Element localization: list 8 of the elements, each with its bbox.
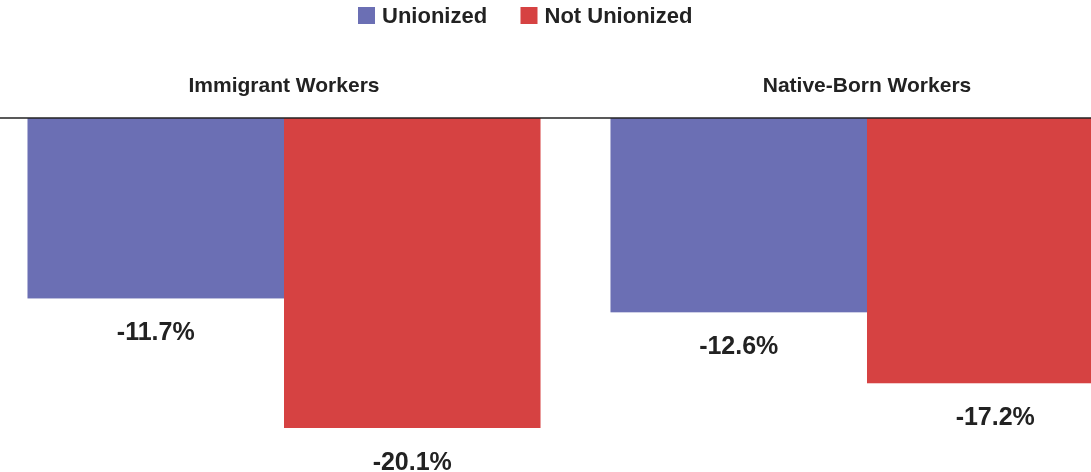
legend-label: Unionized: [382, 3, 488, 28]
legend-label: Not Unionized: [544, 3, 693, 28]
data-label: -12.6%: [699, 331, 779, 360]
data-label: -17.2%: [955, 402, 1035, 431]
x-tick-label: Native-Born Workers: [762, 73, 972, 96]
x-tick-label: Immigrant Workers: [188, 73, 380, 96]
data-label: -11.7%: [116, 317, 195, 346]
data-label: -20.1%: [372, 447, 452, 472]
